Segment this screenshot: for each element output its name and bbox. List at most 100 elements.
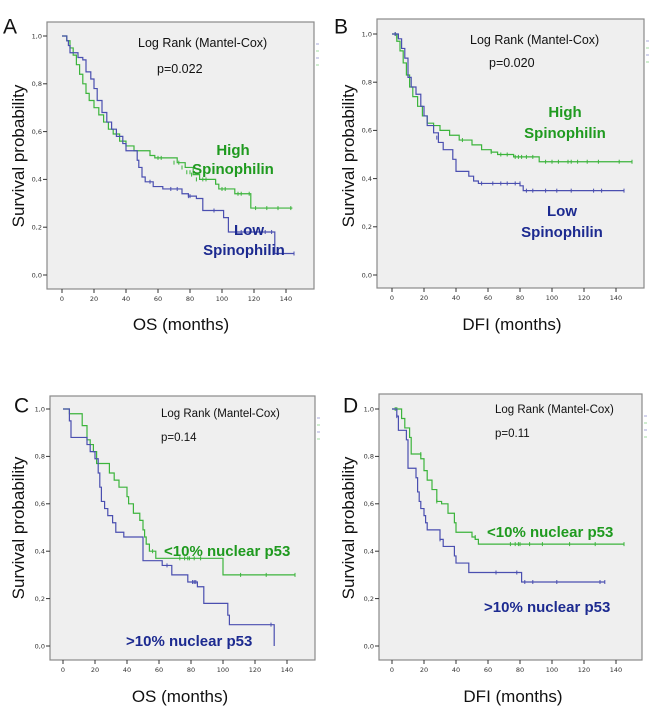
y-tick-label: 0,8 — [362, 79, 372, 87]
series-label: <10% nuclear p53 — [487, 524, 613, 541]
y-tick-label: 0,0 — [364, 642, 374, 650]
x-tick-label: 60 — [155, 666, 163, 674]
series-label: Spinophilin — [192, 161, 274, 178]
survival-curve-low — [63, 408, 275, 646]
panel-b: B 0,0 0,2 0,4 0,6 0,8 1,0 0 20 40 60 80 100 120 140 DFI… — [334, 15, 649, 334]
series-label: >10% nuclear p53 — [126, 633, 252, 650]
x-axis-label: OS (months) — [133, 315, 229, 334]
y-tick-label: 1,0 — [364, 405, 374, 413]
y-tick-label: 0,2 — [362, 223, 372, 231]
x-axis-label: OS (months) — [132, 687, 228, 706]
y-tick-label: 0,8 — [35, 453, 45, 461]
series-label: Low — [547, 203, 577, 220]
x-tick-label: 140 — [280, 295, 292, 303]
x-tick-label: 20 — [91, 666, 99, 674]
y-tick-label: 0,4 — [364, 548, 374, 556]
p-value: p=0.022 — [157, 62, 203, 76]
y-axis-label: Survival probability — [9, 456, 28, 599]
y-tick-label: 0,0 — [35, 642, 45, 650]
x-tick-label: 120 — [248, 295, 260, 303]
x-tick-label: 60 — [484, 294, 492, 302]
panel-letter: B — [334, 15, 348, 38]
y-tick-label: 0,0 — [32, 271, 42, 279]
x-tick-label: 80 — [187, 666, 195, 674]
survival-curve-high — [63, 408, 295, 576]
x-tick-label: 100 — [216, 295, 228, 303]
panel-letter: A — [3, 15, 17, 38]
y-tick-label: 0,2 — [364, 595, 374, 603]
x-tick-label: 40 — [452, 666, 460, 674]
panel-d: D 0,0 0,2 0,4 0,6 0,8 1,0 0 20 40 60 80 100 120 140 DFI… — [339, 393, 647, 706]
series-label: High — [548, 104, 581, 121]
y-tick-label: 0,4 — [32, 176, 42, 184]
series-label: <10% nuclear p53 — [164, 543, 290, 560]
x-tick-label: 120 — [249, 666, 261, 674]
x-tick-label: 120 — [578, 294, 590, 302]
x-tick-label: 140 — [281, 666, 293, 674]
x-tick-label: 0 — [60, 295, 64, 303]
y-tick-label: 0,6 — [362, 127, 372, 135]
panel-c: C 0,0 0,2 0,4 0,6 0,8 1,0 0 20 40 60 80 100 120 140 OS … — [9, 394, 320, 706]
y-axis-label: Survival probability — [339, 456, 358, 599]
log-rank-title: Log Rank (Mantel-Cox) — [495, 404, 614, 416]
y-tick-label: 1,0 — [35, 405, 45, 413]
plot-area — [49, 395, 316, 661]
x-tick-label: 60 — [154, 295, 162, 303]
x-axis-label: DFI (months) — [463, 687, 562, 706]
y-axis-label: Survival probability — [9, 84, 28, 227]
series-label: Spinophilin — [524, 125, 606, 142]
y-tick-label: 0,2 — [35, 595, 45, 603]
plot-area — [378, 393, 643, 661]
panel-letter: C — [14, 394, 29, 417]
p-value: p=0.14 — [161, 432, 197, 444]
log-rank-title: Log Rank (Mantel-Cox) — [161, 408, 280, 420]
y-axis-label: Survival probability — [339, 84, 358, 227]
survival-curve-low — [392, 408, 605, 583]
x-tick-label: 0 — [61, 666, 65, 674]
x-tick-label: 80 — [186, 295, 194, 303]
plot-area — [46, 21, 315, 290]
panel-letter: D — [343, 394, 358, 417]
y-tick-label: 0,4 — [362, 175, 372, 183]
x-tick-label: 0 — [390, 294, 394, 302]
x-tick-label: 20 — [420, 666, 428, 674]
plot-area — [376, 18, 645, 289]
log-rank-title: Log Rank (Mantel-Cox) — [138, 36, 267, 50]
x-tick-label: 100 — [546, 294, 558, 302]
y-tick-label: 0,4 — [35, 548, 45, 556]
log-rank-title: Log Rank (Mantel-Cox) — [470, 33, 599, 47]
x-tick-label: 100 — [546, 666, 558, 674]
y-tick-label: 0,6 — [364, 500, 374, 508]
x-tick-label: 60 — [484, 666, 492, 674]
x-tick-label: 80 — [516, 666, 524, 674]
x-tick-label: 0 — [390, 666, 394, 674]
series-label: High — [216, 142, 249, 159]
survival-curve-low — [392, 33, 624, 192]
x-tick-label: 80 — [516, 294, 524, 302]
x-tick-label: 140 — [610, 666, 622, 674]
x-tick-label: 20 — [420, 294, 428, 302]
x-tick-label: 100 — [217, 666, 229, 674]
x-tick-label: 40 — [123, 666, 131, 674]
y-tick-label: 1,0 — [32, 32, 42, 40]
series-label: Spinophilin — [203, 242, 285, 259]
y-tick-label: 1,0 — [362, 30, 372, 38]
y-tick-label: 0,2 — [32, 224, 42, 232]
p-value: p=0.11 — [495, 428, 530, 440]
series-label: >10% nuclear p53 — [484, 599, 610, 616]
y-tick-label: 0,0 — [362, 271, 372, 279]
panel-a: A 0,0 0,2 0,4 0,6 0,8 1,0 0 20 40 60 80 100 120 140 OS … — [3, 15, 319, 334]
series-label: Low — [234, 222, 264, 239]
x-tick-label: 40 — [122, 295, 130, 303]
x-tick-label: 20 — [90, 295, 98, 303]
y-tick-label: 0,6 — [35, 500, 45, 508]
x-tick-label: 140 — [610, 294, 622, 302]
x-tick-label: 40 — [452, 294, 460, 302]
y-tick-label: 0,6 — [32, 128, 42, 136]
x-axis-label: DFI (months) — [462, 315, 561, 334]
series-label: Spinophilin — [521, 224, 603, 241]
p-value: p=0.020 — [489, 56, 535, 70]
y-tick-label: 0,8 — [364, 453, 374, 461]
survival-curve-high — [392, 33, 632, 163]
